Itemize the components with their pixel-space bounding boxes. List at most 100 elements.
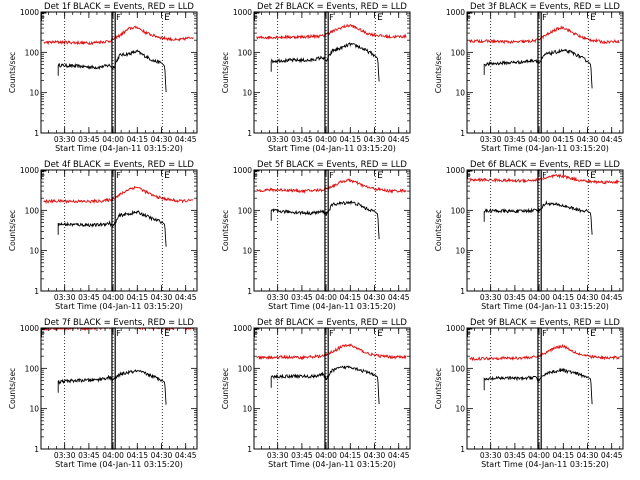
end-marker-label: E bbox=[590, 171, 596, 181]
flare-box-marker bbox=[537, 11, 542, 134]
x-axis-label: Start Time (04-Jan-11 03:15:20) bbox=[268, 460, 396, 469]
series-line-lld bbox=[43, 25, 194, 46]
y-tick-label: 1000 bbox=[233, 8, 252, 17]
plot-frame bbox=[466, 11, 624, 134]
x-tick-label: 03:30 bbox=[267, 293, 289, 302]
y-tick-label: 100 bbox=[451, 364, 466, 373]
y-tick-label: 1 bbox=[34, 445, 39, 454]
x-tick-label: 04:00 bbox=[102, 135, 124, 144]
x-tick-label: 04:45 bbox=[388, 451, 410, 460]
x-tick-label: 04:30 bbox=[577, 451, 599, 460]
y-tick-label: 100 bbox=[451, 206, 466, 215]
flare-box-label: F bbox=[542, 329, 547, 338]
y-tick-label: 1 bbox=[34, 287, 39, 296]
flare-box-marker bbox=[111, 11, 116, 134]
flare-box-label: F bbox=[116, 13, 121, 22]
plot-frame bbox=[40, 327, 198, 450]
x-tick-label: 04:15 bbox=[339, 451, 361, 460]
x-tick-label: 04:30 bbox=[151, 293, 173, 302]
x-axis-label: Start Time (04-Jan-11 03:15:20) bbox=[481, 302, 609, 311]
y-axis-label: Counts/sec bbox=[434, 368, 443, 409]
flare-box-label: F bbox=[542, 171, 547, 180]
x-axis-label: Start Time (04-Jan-11 03:15:20) bbox=[481, 144, 609, 153]
flare-box-marker bbox=[324, 11, 329, 134]
plot-frame bbox=[466, 169, 624, 292]
flare-box-label: F bbox=[329, 13, 334, 22]
y-axis-label: Counts/sec bbox=[434, 52, 443, 93]
flare-box-marker bbox=[111, 327, 116, 450]
flare-box-label: F bbox=[116, 329, 121, 338]
x-tick-label: 03:45 bbox=[78, 293, 100, 302]
x-tick-label: 04:30 bbox=[151, 135, 173, 144]
x-axis-label: Start Time (04-Jan-11 03:15:20) bbox=[268, 302, 396, 311]
series-line-lld bbox=[256, 343, 407, 361]
x-tick-label: 04:30 bbox=[364, 135, 386, 144]
y-tick-label: 100 bbox=[451, 48, 466, 57]
x-tick-label: 04:45 bbox=[601, 135, 623, 144]
x-axis-label: Start Time (04-Jan-11 03:15:20) bbox=[481, 460, 609, 469]
x-tick-label: 03:45 bbox=[504, 135, 526, 144]
y-tick-label: 10 bbox=[242, 89, 252, 98]
x-tick-label: 04:45 bbox=[175, 293, 197, 302]
end-marker-label: E bbox=[590, 13, 596, 23]
y-tick-label: 1 bbox=[247, 129, 252, 138]
x-axis-label: Start Time (04-Jan-11 03:15:20) bbox=[268, 144, 396, 153]
y-tick-label: 1 bbox=[247, 287, 252, 296]
y-axis-label: Counts/sec bbox=[8, 368, 17, 409]
end-marker-label: E bbox=[377, 13, 383, 23]
x-tick-label: 03:45 bbox=[78, 135, 100, 144]
y-axis-label: Counts/sec bbox=[434, 210, 443, 251]
y-axis-label: Counts/sec bbox=[8, 210, 17, 251]
x-tick-label: 04:30 bbox=[577, 135, 599, 144]
series-line-lld bbox=[469, 25, 620, 45]
x-tick-label: 04:30 bbox=[151, 451, 173, 460]
end-marker-label: E bbox=[164, 329, 170, 339]
flare-box-marker bbox=[324, 327, 329, 450]
x-tick-label: 03:30 bbox=[480, 135, 502, 144]
y-tick-label: 1000 bbox=[233, 166, 252, 175]
series-line-lld bbox=[469, 343, 620, 362]
x-axis-label: Start Time (04-Jan-11 03:15:20) bbox=[55, 144, 183, 153]
x-tick-label: 04:15 bbox=[552, 451, 574, 460]
plot-frame bbox=[40, 169, 198, 292]
flare-box-marker bbox=[537, 327, 542, 450]
x-tick-label: 04:45 bbox=[388, 135, 410, 144]
y-axis-label: Counts/sec bbox=[221, 368, 230, 409]
x-tick-label: 04:45 bbox=[175, 451, 197, 460]
y-tick-label: 1000 bbox=[20, 324, 39, 333]
series-line-lld bbox=[469, 173, 620, 185]
panel-title: Det 3f BLACK = Events, RED = LLD bbox=[470, 2, 620, 12]
x-tick-label: 04:00 bbox=[528, 293, 550, 302]
panel-title: Det 6f BLACK = Events, RED = LLD bbox=[470, 160, 620, 170]
y-tick-label: 1 bbox=[247, 445, 252, 454]
flare-box-label: F bbox=[329, 329, 334, 338]
y-tick-label: 100 bbox=[238, 206, 253, 215]
x-tick-label: 04:45 bbox=[601, 293, 623, 302]
plot-frame bbox=[253, 11, 411, 134]
end-marker-label: E bbox=[590, 329, 596, 339]
y-tick-label: 1 bbox=[34, 129, 39, 138]
panel-title: Det 8f BLACK = Events, RED = LLD bbox=[257, 318, 407, 328]
y-tick-label: 10 bbox=[455, 247, 465, 256]
y-tick-label: 10 bbox=[242, 405, 252, 414]
y-tick-label: 10 bbox=[29, 405, 39, 414]
x-axis-label: Start Time (04-Jan-11 03:15:20) bbox=[55, 302, 183, 311]
y-tick-label: 1000 bbox=[20, 166, 39, 175]
y-tick-label: 1000 bbox=[20, 8, 39, 17]
x-tick-label: 04:15 bbox=[552, 135, 574, 144]
series-line-lld bbox=[43, 328, 194, 332]
x-axis-label: Start Time (04-Jan-11 03:15:20) bbox=[55, 460, 183, 469]
y-tick-label: 10 bbox=[455, 89, 465, 98]
x-tick-label: 04:00 bbox=[315, 451, 337, 460]
x-tick-label: 03:45 bbox=[291, 451, 313, 460]
y-tick-label: 10 bbox=[455, 405, 465, 414]
x-tick-label: 03:45 bbox=[291, 293, 313, 302]
x-tick-label: 04:30 bbox=[577, 293, 599, 302]
y-tick-label: 100 bbox=[25, 48, 40, 57]
x-tick-label: 04:00 bbox=[528, 451, 550, 460]
